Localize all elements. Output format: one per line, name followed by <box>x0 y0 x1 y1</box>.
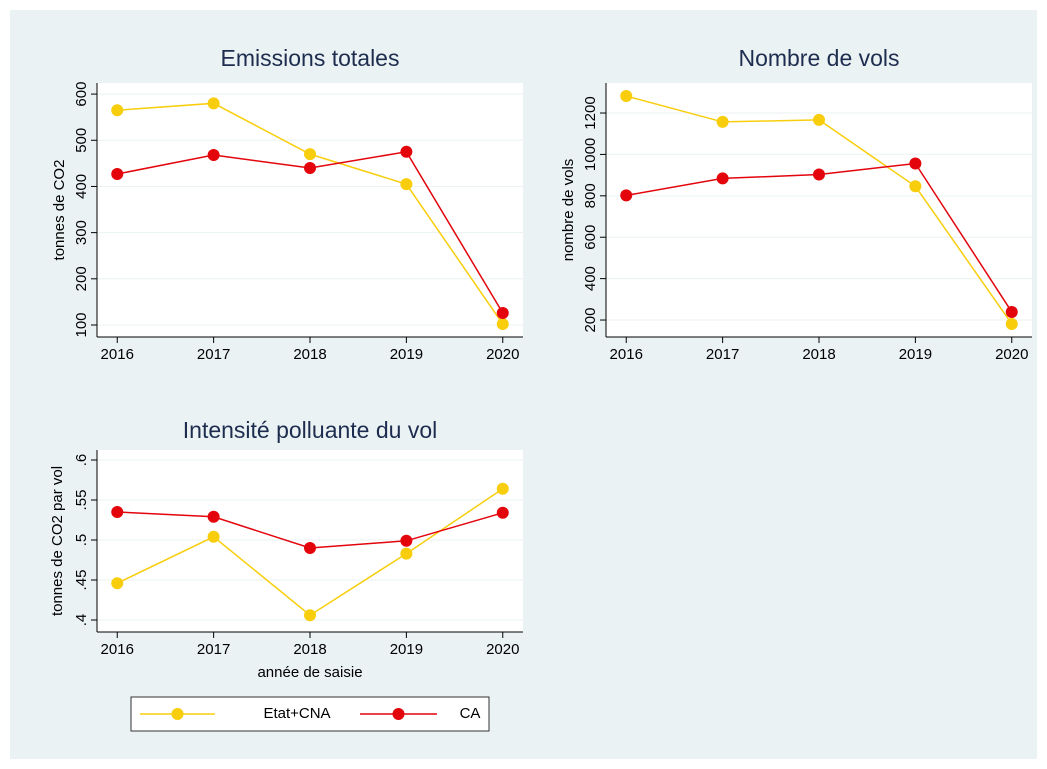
x-tick-label: 2020 <box>995 346 1028 363</box>
point <box>111 506 124 518</box>
point <box>304 609 316 622</box>
x-tick-label: 2018 <box>802 346 835 363</box>
legend-marker <box>171 708 184 720</box>
point <box>620 189 633 202</box>
y-tick-label: 600 <box>582 225 599 250</box>
point <box>207 97 220 110</box>
y-tick-label: 1000 <box>582 138 599 171</box>
x-tick-label: 2017 <box>706 346 739 363</box>
y-axis-label: tonnes de CO2 <box>51 160 68 261</box>
x-tick-label: 2019 <box>390 641 423 658</box>
chart-title: Intensité polluante du vol <box>183 417 437 443</box>
x-tick-label: 2017 <box>197 346 230 363</box>
plot-area <box>97 450 523 632</box>
legend-label: Etat+CNA <box>263 705 330 722</box>
y-axis-label: nombre de vols <box>560 159 577 262</box>
y-tick-label: 300 <box>73 220 90 245</box>
legend-marker <box>392 708 405 720</box>
point <box>496 506 509 519</box>
point <box>111 167 124 180</box>
x-tick-label: 2018 <box>293 346 326 363</box>
x-tick-label: 2019 <box>899 346 932 363</box>
point <box>813 168 825 181</box>
x-tick-label: 2018 <box>293 641 326 658</box>
y-tick-label: .55 <box>73 490 90 511</box>
y-tick-label: 800 <box>582 183 599 208</box>
y-tick-label: .5 <box>73 534 90 547</box>
point <box>496 482 509 495</box>
chart-title: Emissions totales <box>221 45 400 71</box>
y-tick-label: .6 <box>73 454 90 467</box>
legend-label: CA <box>460 705 481 722</box>
x-tick-label: 2016 <box>101 346 134 363</box>
point <box>716 115 729 128</box>
y-axis-label: tonnes de CO2 par vol <box>49 466 66 616</box>
x-tick-label: 2020 <box>486 641 519 658</box>
point <box>620 90 633 103</box>
point <box>496 318 509 331</box>
y-tick-label: 200 <box>73 266 90 291</box>
point <box>304 161 316 174</box>
x-tick-label: 2019 <box>390 346 423 363</box>
y-tick-label: 400 <box>73 174 90 199</box>
x-tick-label: 2020 <box>486 346 519 363</box>
point <box>1005 305 1018 318</box>
point <box>207 149 220 162</box>
x-tick-label: 2016 <box>610 346 643 363</box>
y-tick-label: 200 <box>582 308 599 333</box>
point <box>207 510 220 523</box>
point <box>1005 317 1018 330</box>
point <box>400 534 413 547</box>
y-tick-label: .45 <box>73 570 90 591</box>
point <box>304 542 316 554</box>
point <box>716 172 729 185</box>
x-tick-label: 2016 <box>101 641 134 658</box>
x-axis-label: année de saisie <box>257 664 362 681</box>
point <box>400 145 413 158</box>
point <box>400 178 413 191</box>
y-tick-label: 500 <box>73 128 90 153</box>
y-tick-label: 600 <box>73 82 90 107</box>
y-tick-label: 400 <box>582 266 599 291</box>
plot-area <box>97 83 523 337</box>
chart-title: Nombre de vols <box>738 45 899 71</box>
point <box>909 180 922 193</box>
point <box>111 577 124 590</box>
point <box>207 530 220 543</box>
x-tick-label: 2017 <box>197 641 230 658</box>
y-tick-label: 100 <box>73 312 90 337</box>
point <box>304 148 316 161</box>
y-tick-label: 1200 <box>582 96 599 129</box>
point <box>400 547 413 560</box>
point <box>909 157 922 170</box>
point <box>111 104 124 117</box>
point <box>813 113 825 126</box>
point <box>496 306 509 319</box>
y-tick-label: .4 <box>73 614 90 627</box>
